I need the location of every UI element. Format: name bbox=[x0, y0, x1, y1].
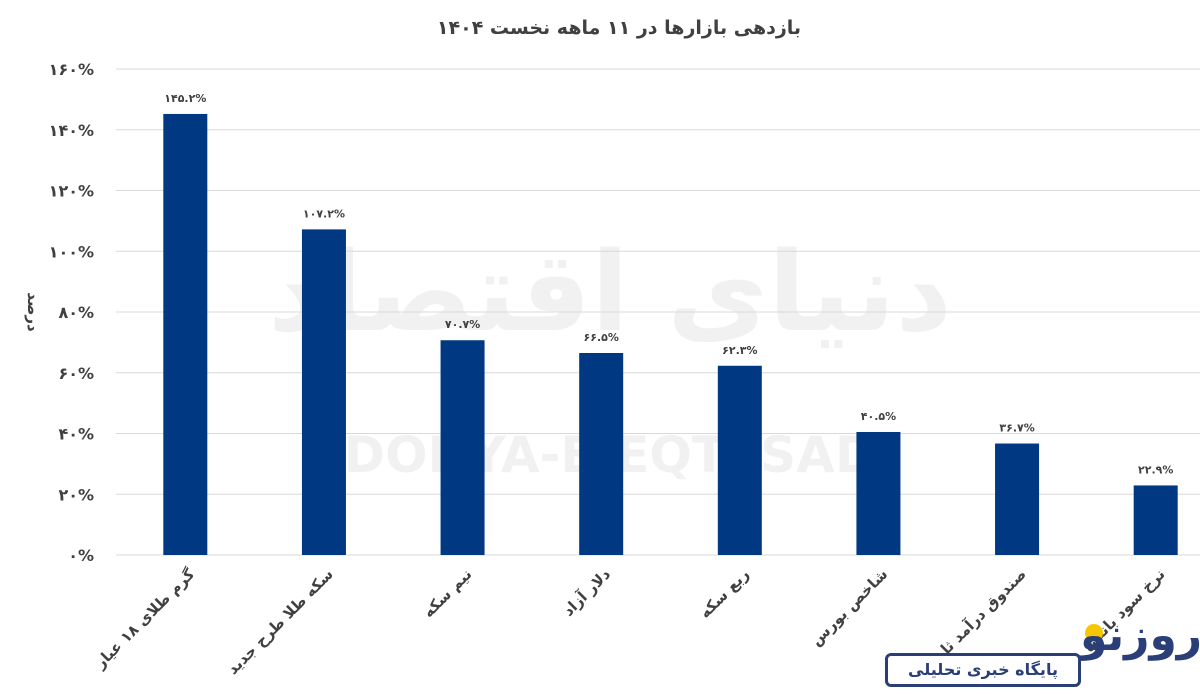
y-tick-label: ۱۴۰% bbox=[49, 121, 94, 140]
data-label: ۳۶.۷% bbox=[999, 422, 1034, 435]
data-label: ۱۰۷.۲% bbox=[303, 207, 345, 220]
bar bbox=[579, 353, 624, 555]
data-label: ۷۰.۷% bbox=[445, 318, 480, 331]
bar bbox=[717, 365, 762, 555]
data-label: ۶۶.۵% bbox=[584, 331, 619, 344]
data-label: ۱۴۵.۲% bbox=[164, 92, 206, 105]
y-axis-ticks: ۰% ۲۰% ۴۰% ۶۰% ۸۰% ۱۰۰% ۱۲۰% ۱۴۰% ۱۶۰% bbox=[49, 60, 94, 565]
x-category-label: دلار آزاد bbox=[559, 565, 614, 620]
data-labels: ۱۴۵.۲% ۱۰۷.۲% ۷۰.۷% ۶۶.۵% ۶۲.۳% ۴۰.۵% ۳۶.۷% ۲۲.… bbox=[164, 92, 1173, 476]
y-tick-label: ۱۰۰% bbox=[49, 242, 94, 261]
bar bbox=[856, 431, 901, 555]
gridlines bbox=[116, 68, 1200, 556]
y-axis-label: درصد bbox=[24, 292, 42, 332]
y-tick-label: ۶۰% bbox=[58, 364, 94, 383]
logo-tagline: پایگاه خبری تحلیلی bbox=[885, 653, 1081, 687]
data-label: ۶۲.۳% bbox=[722, 344, 757, 357]
watermark-arabic: دنیای اقتصاد bbox=[268, 228, 952, 356]
site-logo: روزنو پایگاه خبری تحلیلی bbox=[885, 610, 1200, 690]
x-category-label: ربع سکه bbox=[696, 565, 753, 622]
bar bbox=[301, 229, 346, 555]
y-tick-label: ۸۰% bbox=[58, 303, 94, 322]
logo-wordmark: روزنو bbox=[1080, 610, 1200, 661]
bar bbox=[440, 340, 485, 555]
y-tick-label: ۱۶۰% bbox=[49, 60, 94, 79]
y-tick-label: ۲۰% bbox=[58, 485, 94, 504]
data-label: ۴۰.۵% bbox=[861, 410, 896, 423]
bar bbox=[163, 113, 208, 555]
y-tick-label: ۰% bbox=[68, 546, 94, 565]
bar bbox=[1133, 485, 1178, 555]
data-label: ۲۲.۹% bbox=[1138, 463, 1173, 476]
y-tick-label: ۴۰% bbox=[58, 425, 94, 444]
bar bbox=[995, 443, 1040, 555]
y-tick-label: ۱۲۰% bbox=[49, 182, 94, 201]
logo-dot-icon bbox=[1085, 624, 1103, 642]
bars bbox=[163, 113, 1178, 555]
chart-title: بازدهی بازارها در ۱۱ ماهه نخست ۱۴۰۴ bbox=[437, 17, 801, 39]
x-category-label: شاخص بورس bbox=[807, 565, 891, 649]
x-category-label: نیم سکه bbox=[419, 565, 475, 621]
x-category-label: سکه طلا طرح جدید bbox=[224, 565, 337, 678]
x-category-label: گرم طلای ۱۸ عیار bbox=[91, 565, 199, 673]
